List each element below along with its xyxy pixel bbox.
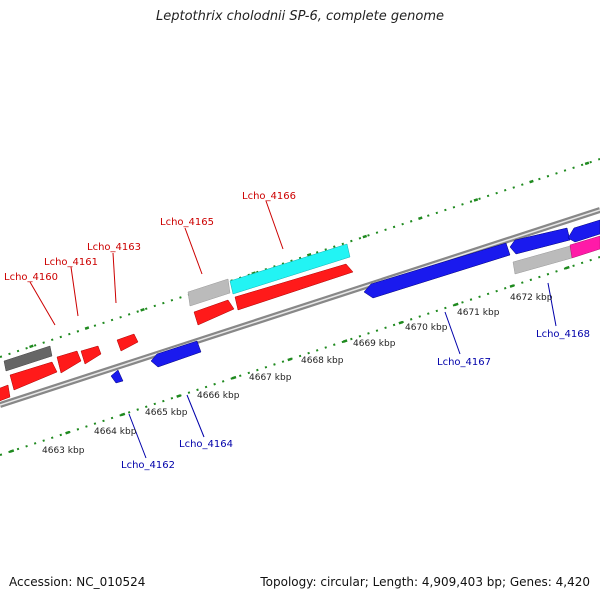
scale-label-4665: 4665 kbp [145,408,188,418]
reverse-label-leaders [128,282,557,459]
gene-lcho-4160[interactable] [0,384,11,402]
label-lcho-4161[interactable]: Lcho_4161 [44,257,98,268]
gene-lcho-4165[interactable] [193,299,235,326]
label-lcho-4164[interactable]: Lcho_4164 [179,439,233,450]
label-lcho-4165[interactable]: Lcho_4165 [160,217,214,228]
gene-lcho-4163b[interactable] [116,333,139,352]
scale-labels: 4663 kbp 4664 kbp 4665 kbp 4666 kbp 4667… [42,293,553,456]
label-lcho-4166[interactable]: Lcho_4166 [242,191,296,202]
label-lcho-4160[interactable]: Lcho_4160 [4,272,58,283]
gene-magenta[interactable] [569,235,600,259]
label-lcho-4168[interactable]: Lcho_4168 [536,329,590,340]
scale-label-4671: 4671 kbp [457,308,500,318]
label-lcho-4162[interactable]: Lcho_4162 [121,460,175,471]
forward-label-leaders [29,200,284,326]
upper-minor-ticks [0,158,600,358]
gene-lcho-4163[interactable] [80,345,102,365]
scale-label-4669: 4669 kbp [353,339,396,349]
genome-title: Leptothrix cholodnii SP-6, complete geno… [156,9,444,24]
feature-grey-light[interactable] [187,278,231,307]
forward-genes [0,263,354,402]
upper-major-ticks [29,157,600,349]
label-lcho-4163[interactable]: Lcho_4163 [87,242,141,253]
outer-forward-features [3,235,600,372]
gene-blue-4167b[interactable] [509,227,571,255]
gene-blue-right[interactable] [567,219,600,243]
upper-scale-ticks [0,157,600,358]
scale-label-4672: 4672 kbp [510,293,553,303]
scale-label-4663: 4663 kbp [42,446,85,456]
gene-lcho-4166-cyan[interactable] [229,243,351,295]
gene-lcho-4164[interactable] [150,340,202,368]
gene-lcho-4167[interactable] [363,242,511,299]
label-lcho-4167[interactable]: Lcho_4167 [437,357,491,368]
scale-label-4666: 4666 kbp [197,391,240,401]
gene-lcho-4166[interactable] [234,263,354,311]
reverse-gene-labels: Lcho_4162 Lcho_4164 Lcho_4167 Lcho_4168 [121,329,590,471]
scale-label-4664: 4664 kbp [94,427,137,437]
reverse-genes [110,219,600,384]
gene-lcho-4162[interactable] [110,369,124,384]
scale-label-4670: 4670 kbp [405,323,448,333]
scale-label-4667: 4667 kbp [249,373,292,383]
gene-lcho-4161[interactable] [9,361,58,391]
lower-scale-ticks [0,255,600,456]
lower-minor-ticks [0,256,600,456]
accession-label: Accession: NC_010524 [9,575,146,589]
genome-summary: Topology: circular; Length: 4,909,403 bp… [260,575,590,589]
scale-label-4668: 4668 kbp [301,356,344,366]
gene-lcho-4161b[interactable] [56,350,82,374]
feature-dark-grey[interactable] [3,345,53,372]
genome-backbone [0,207,600,408]
forward-gene-labels: Lcho_4160 Lcho_4161 Lcho_4163 Lcho_4165 … [4,191,296,283]
